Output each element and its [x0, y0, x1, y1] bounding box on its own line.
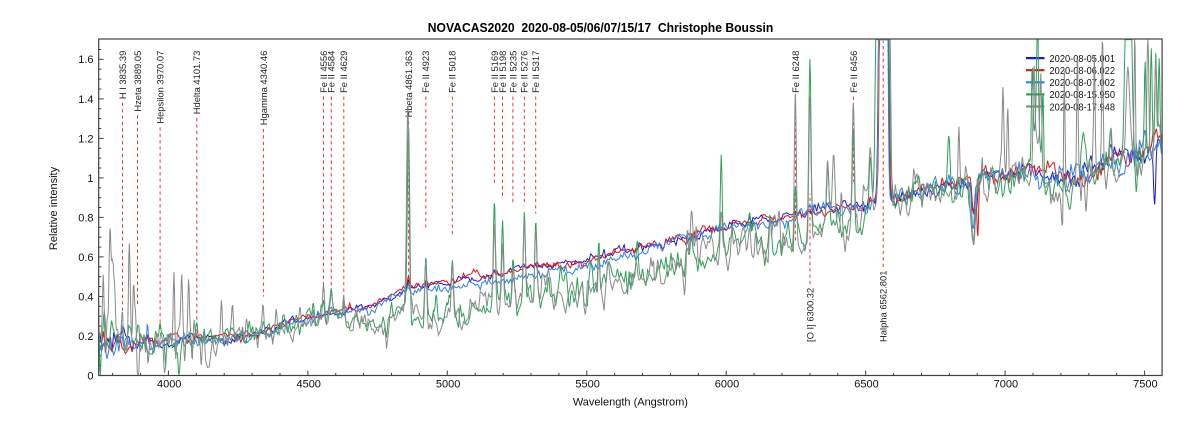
svg-text:Fe II 5235: Fe II 5235	[507, 51, 518, 93]
svg-text:0.8: 0.8	[78, 212, 93, 224]
svg-text:Halpha 6562.801: Halpha 6562.801	[878, 271, 889, 342]
svg-text:Relative intensity: Relative intensity	[48, 166, 60, 250]
svg-text:4500: 4500	[296, 378, 320, 390]
svg-text:0.6: 0.6	[78, 252, 93, 264]
svg-text:Fe II 5018: Fe II 5018	[447, 51, 458, 93]
svg-text:Fe II 5317: Fe II 5317	[530, 51, 541, 93]
svg-text:7000: 7000	[994, 378, 1018, 390]
svg-text:1.6: 1.6	[78, 54, 93, 66]
svg-text:Fe II 5198: Fe II 5198	[497, 51, 508, 93]
svg-text:5500: 5500	[575, 378, 599, 390]
svg-text:Fe II 4923: Fe II 4923	[420, 51, 431, 93]
svg-text:0: 0	[87, 370, 93, 382]
svg-text:0.4: 0.4	[78, 291, 93, 303]
svg-text:Hzeta 3889.05: Hzeta 3889.05	[132, 51, 143, 112]
svg-text:Fe II 5169: Fe II 5169	[489, 51, 500, 93]
svg-text:Wavelength (Angstrom): Wavelength (Angstrom)	[573, 397, 688, 409]
svg-text:7500: 7500	[1133, 378, 1157, 390]
svg-text:[O I] 6300.32: [O I] 6300.32	[804, 288, 815, 342]
svg-text:Hepsilon 3970.07: Hepsilon 3970.07	[155, 51, 166, 124]
svg-text:NOVACAS2020 2020-08-05/06/07/: NOVACAS2020 2020-08-05/06/07/15/17 Chris…	[428, 20, 774, 35]
svg-text:0.2: 0.2	[78, 331, 93, 343]
svg-text:Fe II 4629: Fe II 4629	[338, 51, 349, 93]
svg-text:1.2: 1.2	[78, 133, 93, 145]
svg-text:2020-08-06.022: 2020-08-06.022	[1050, 66, 1116, 77]
svg-text:Fe II 4584: Fe II 4584	[326, 51, 337, 93]
svg-text:Fe II 5276: Fe II 5276	[519, 51, 530, 93]
svg-text:5000: 5000	[436, 378, 460, 390]
svg-text:2020-08-15.950: 2020-08-15.950	[1050, 90, 1116, 101]
svg-text:2020-08-07.002: 2020-08-07.002	[1050, 78, 1116, 89]
svg-text:6000: 6000	[715, 378, 739, 390]
svg-text:2020-08-05.001: 2020-08-05.001	[1050, 54, 1116, 65]
svg-text:Hdelta 4101.73: Hdelta 4101.73	[191, 51, 202, 115]
svg-text:1: 1	[87, 173, 93, 185]
svg-text:4000: 4000	[157, 378, 181, 390]
svg-text:Fe II 6456: Fe II 6456	[848, 51, 859, 93]
svg-text:Hbeta 4861.363: Hbeta 4861.363	[403, 51, 414, 118]
svg-text:Fe II 6248: Fe II 6248	[790, 51, 801, 93]
svg-text:6500: 6500	[854, 378, 878, 390]
svg-text:H I 3835.39: H I 3835.39	[117, 51, 128, 99]
svg-text:2020-08-17.948: 2020-08-17.948	[1050, 102, 1116, 113]
svg-text:Fe II 4556: Fe II 4556	[318, 51, 329, 93]
svg-text:1.4: 1.4	[78, 94, 93, 106]
svg-text:Hgamma 4340.46: Hgamma 4340.46	[258, 51, 269, 126]
